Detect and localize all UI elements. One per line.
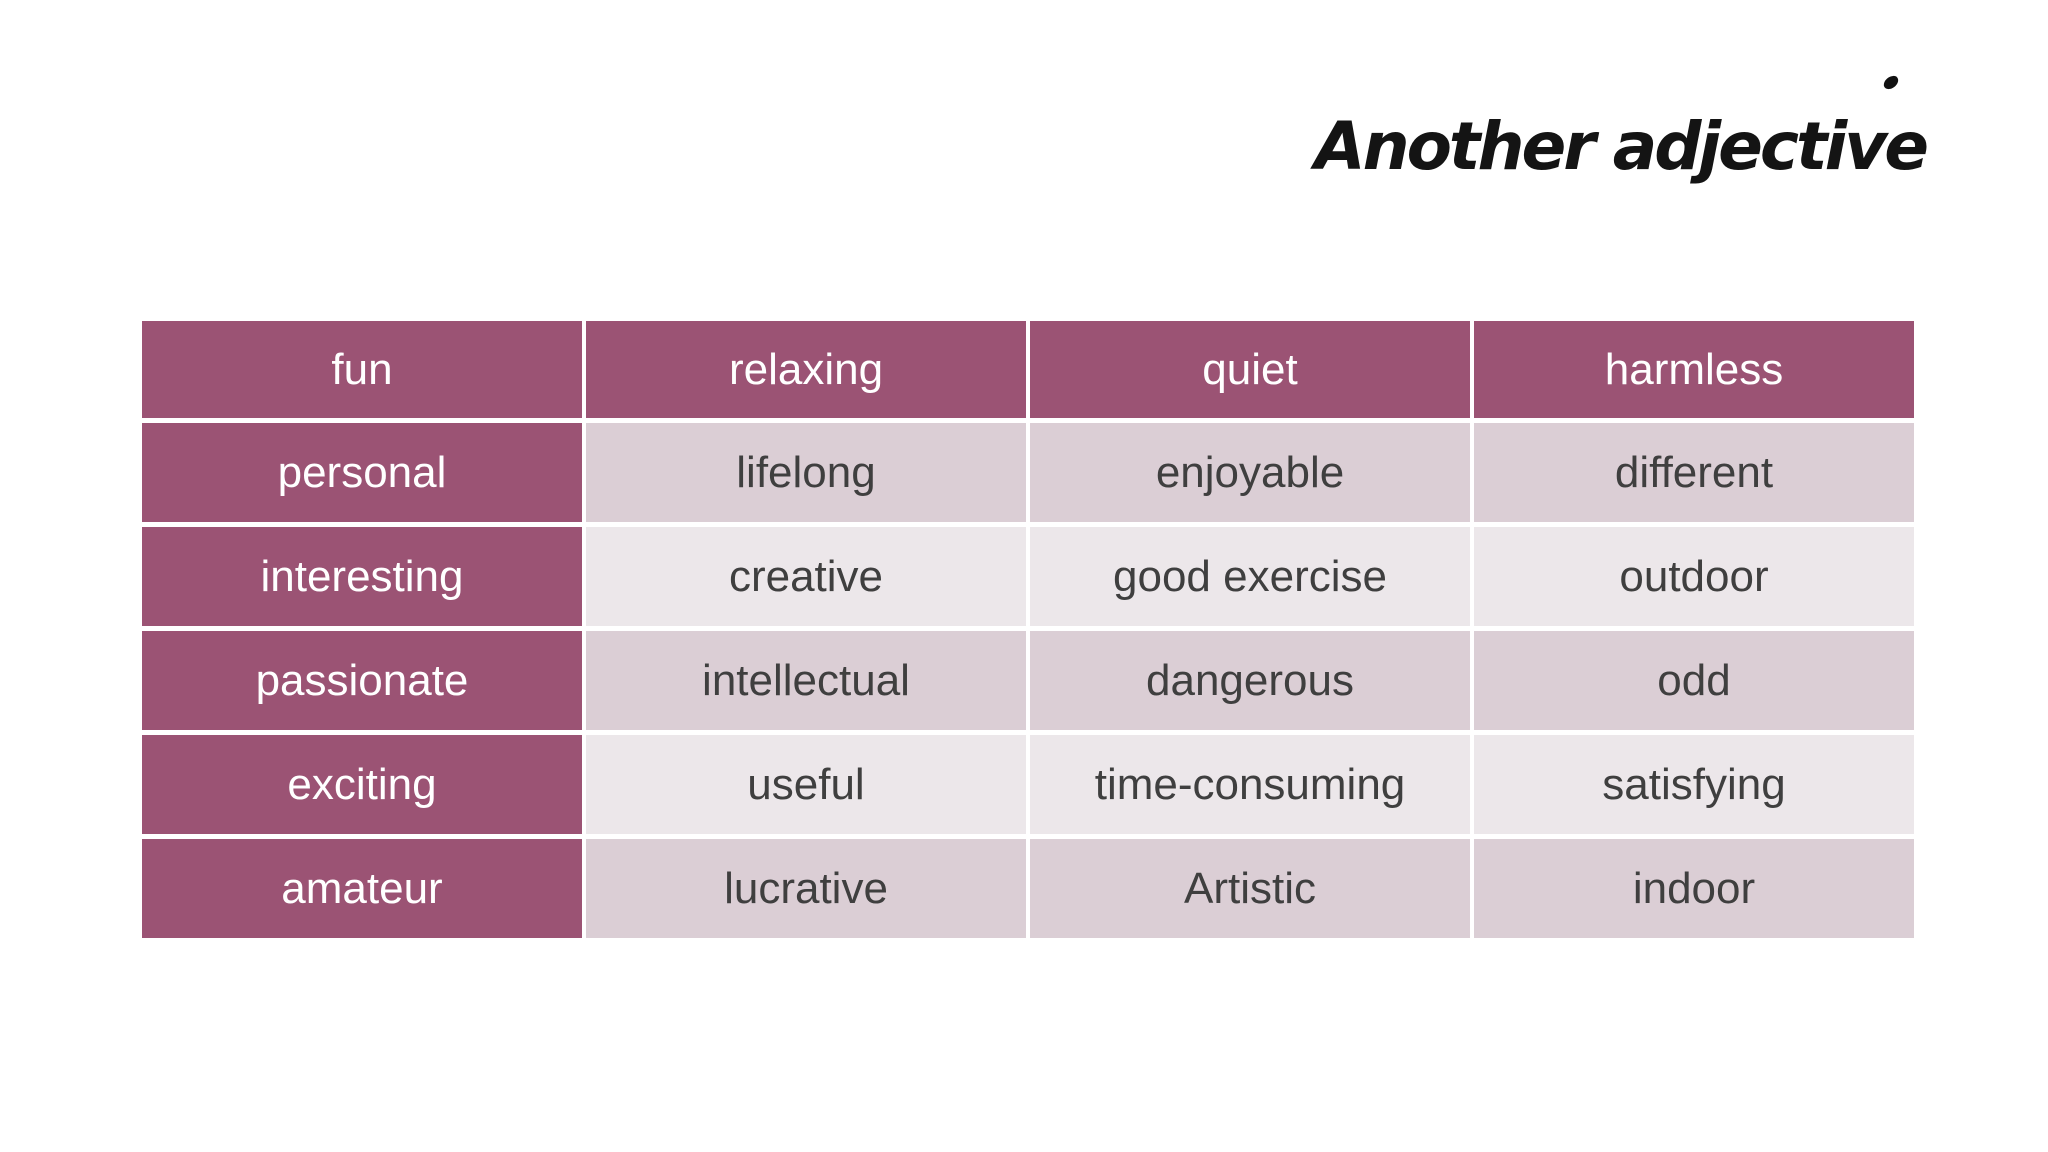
table-cell: indoor: [1474, 839, 1914, 938]
row-header-cell: amateur: [142, 839, 582, 938]
table-cell: dangerous: [1030, 631, 1470, 730]
table-cell: lifelong: [586, 423, 1026, 522]
header-cell: harmless: [1474, 321, 1914, 418]
table-cell: useful: [586, 735, 1026, 834]
header-cell: fun: [142, 321, 582, 418]
table-cell: odd: [1474, 631, 1914, 730]
table-cell: good exercise: [1030, 527, 1470, 626]
table-cell: Artistic: [1030, 839, 1470, 938]
table-cell: creative: [586, 527, 1026, 626]
table-cell: outdoor: [1474, 527, 1914, 626]
adjective-table: fun relaxing quiet harmless personal lifelong…: [142, 321, 1914, 938]
decorative-dot: [1881, 73, 1901, 92]
row-header-cell: exciting: [142, 735, 582, 834]
table-cell: lucrative: [586, 839, 1026, 938]
header-cell: quiet: [1030, 321, 1470, 418]
row-header-cell: personal: [142, 423, 582, 522]
slide-title: Another adjective: [1314, 108, 1929, 185]
table-cell: enjoyable: [1030, 423, 1470, 522]
table-cell: satisfying: [1474, 735, 1914, 834]
table-cell: different: [1474, 423, 1914, 522]
row-header-cell: passionate: [142, 631, 582, 730]
row-header-cell: interesting: [142, 527, 582, 626]
header-cell: relaxing: [586, 321, 1026, 418]
table-cell: time-consuming: [1030, 735, 1470, 834]
table-cell: intellectual: [586, 631, 1026, 730]
